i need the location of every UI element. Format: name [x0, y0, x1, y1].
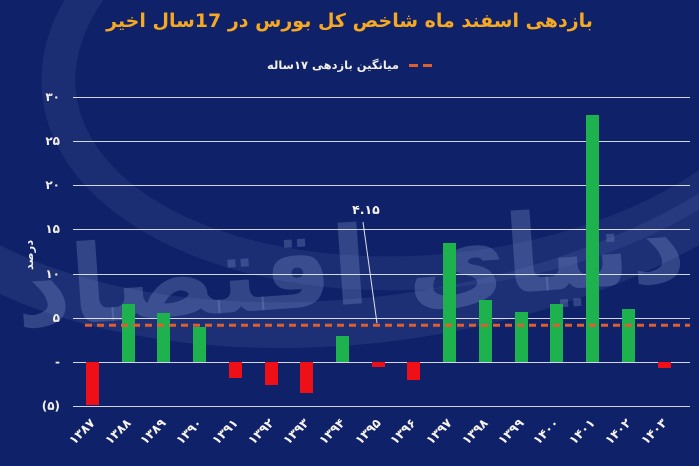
x-tick-label-1398: ۱۳۹۸: [458, 415, 491, 448]
gridline-15: [73, 229, 690, 231]
x-tick-label-1392: ۱۳۹۲: [244, 415, 277, 448]
y-tick-label: ۱۵: [45, 222, 60, 237]
x-tick-label-1403: ۱۴۰۳: [637, 415, 670, 448]
x-tick-label-1397: ۱۳۹۷: [422, 415, 456, 448]
average-value-annotation: ۴.۱۵: [352, 202, 380, 217]
bar-1396: [407, 361, 421, 380]
gridline-30: [73, 97, 690, 98]
x-tick-label-1402: ۱۴۰۲: [601, 415, 634, 448]
bar-1394: [336, 336, 350, 362]
bar-1400: [550, 304, 564, 362]
y-tick-label: -: [55, 354, 60, 369]
x-tick-label-1395: ۱۳۹۵: [351, 415, 384, 448]
y-tick-label: ۳۰: [45, 90, 60, 104]
x-tick-label-1388: ۱۳۸۸: [101, 415, 134, 448]
bar-1387: [86, 361, 99, 406]
gridline-20: [73, 185, 690, 187]
gridline--5: [73, 406, 690, 407]
gridline-25: [73, 141, 690, 143]
average-line-swatch: [408, 63, 432, 67]
bar-1403: [657, 361, 671, 369]
bar-1402: [621, 308, 635, 362]
y-tick-label: ۲۵: [45, 134, 60, 149]
bar-1390: [193, 326, 207, 362]
x-tick-label-1396: ۱۳۹۶: [387, 415, 420, 448]
x-tick-label-1387: ۱۳۸۷: [65, 415, 98, 448]
x-tick-label-1399: ۱۳۹۹: [494, 415, 527, 448]
bar-1397: [443, 242, 457, 362]
bar-1401: [586, 114, 600, 362]
y-tick-label: ۱۰: [45, 266, 60, 281]
x-tick-label-1390: ۱۳۹۰: [172, 415, 205, 448]
x-tick-label-1393: ۱۳۹۳: [279, 415, 313, 448]
x-tick-label-1391: ۱۳۹۱: [208, 415, 241, 448]
bar-1389: [157, 313, 171, 362]
gridline-10: [73, 273, 690, 275]
bar-1393: [300, 361, 314, 393]
x-tick-label-1400: ۱۴۰۰: [529, 415, 563, 448]
y-tick-label: ۵: [52, 310, 60, 325]
bar-1388: [121, 304, 135, 362]
legend-label: میانگین بازدهی ۱۷ساله: [267, 58, 399, 72]
x-tick-label-1394: ۱۳۹۴: [315, 415, 348, 448]
y-tick-label: (۵): [41, 399, 60, 413]
bar-1392: [264, 361, 278, 385]
legend: میانگین بازدهی ۱۷ساله: [0, 58, 699, 72]
y-tick-label: ۲۰: [45, 178, 60, 193]
x-tick-label-1401: ۱۴۰۱: [565, 415, 598, 448]
chart-title: بازدهی اسفند ماه شاخص کل بورس در 17سال ا…: [106, 10, 593, 32]
bar-1398: [478, 300, 492, 362]
x-tick-label-1389: ۱۳۸۹: [137, 415, 170, 448]
bar-1395: [371, 361, 385, 368]
bar-1399: [514, 312, 528, 362]
y-axis-title: درصد: [22, 239, 37, 271]
bar-1391: [228, 361, 242, 378]
gridline-5: [73, 317, 690, 319]
